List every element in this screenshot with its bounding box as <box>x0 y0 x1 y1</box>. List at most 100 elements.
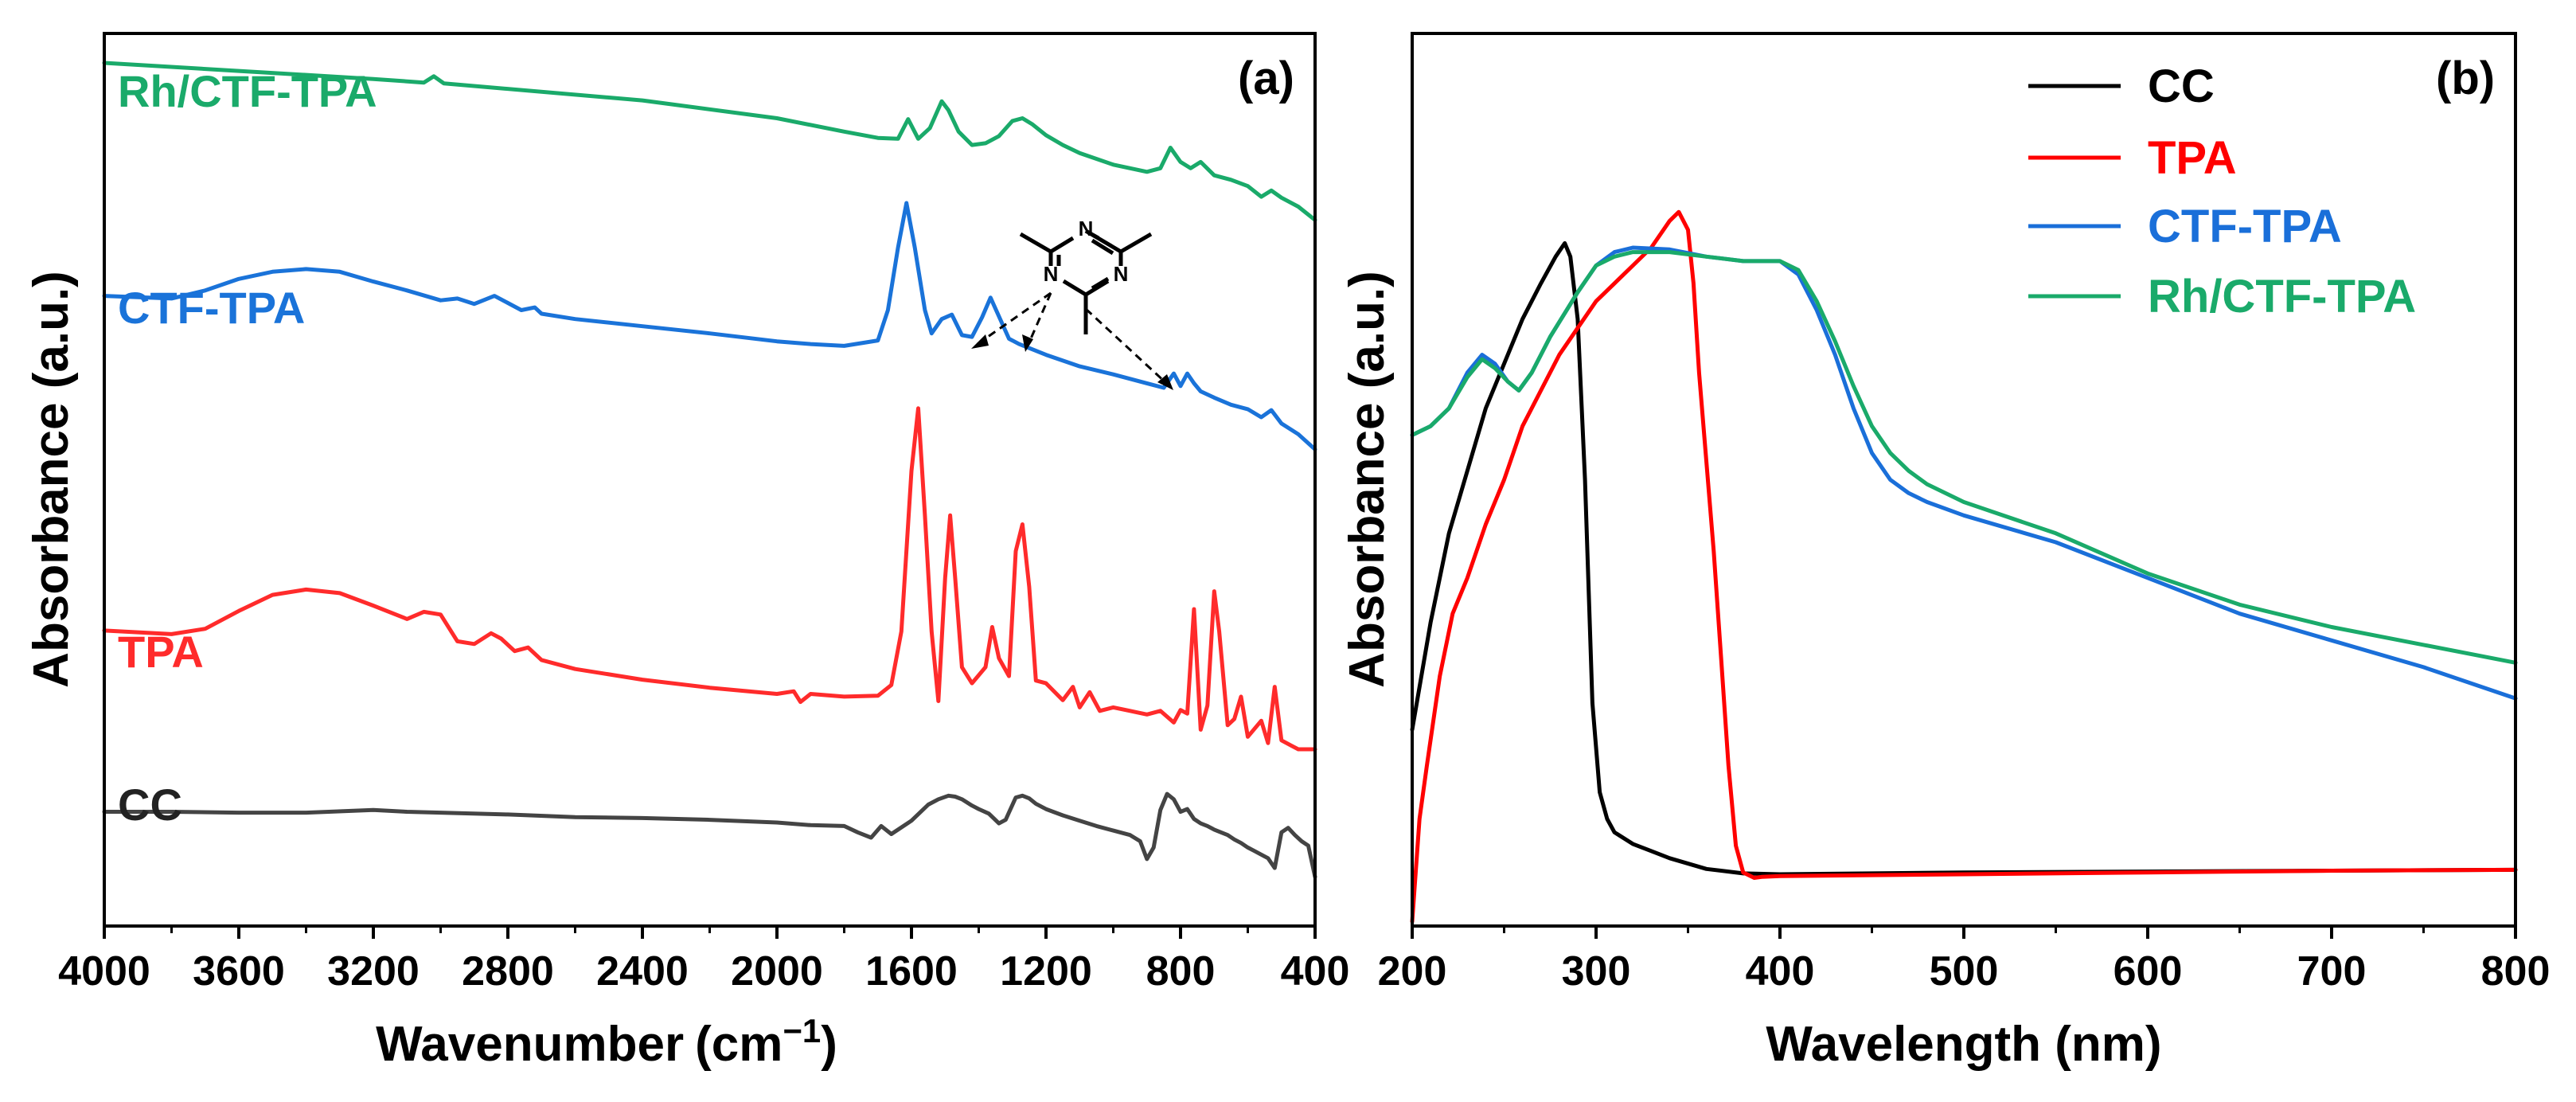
panel-a-point-cc <box>997 822 1001 826</box>
panel-a-point-ctf-tpa <box>1111 373 1115 377</box>
panel-b-point-rh-ctf-tpa <box>2238 603 2242 607</box>
triazine-bond <box>1049 236 1075 254</box>
panel-b-point-rh-ctf-tpa <box>1797 268 1801 272</box>
panel-b-point-rh-ctf-tpa <box>2422 643 2426 647</box>
panel-a-x-tick-label: 3600 <box>193 948 285 995</box>
panel-a-point-ctf-tpa <box>271 270 275 274</box>
panel-a-point-tpa <box>990 625 994 629</box>
panel-b-point-rh-ctf-tpa <box>1594 264 1598 268</box>
panel-a-point-cc <box>1259 853 1263 857</box>
panel-a-point-tpa <box>1145 713 1149 717</box>
panel-b-point-rh-ctf-tpa <box>1631 250 1635 254</box>
panel-a-point-rh-ctf-tpa <box>775 116 779 120</box>
triazine-bond <box>1062 279 1087 297</box>
panel-a-x-tick-label: 400 <box>1281 948 1350 995</box>
panel-b-point-rh-ctf-tpa <box>1815 299 1819 303</box>
panel-a-point-rh-ctf-tpa <box>928 126 932 130</box>
panel-b-point-tpa <box>1962 873 1966 877</box>
panel-b-point-rh-ctf-tpa <box>2330 625 2334 629</box>
panel-a-x-tick-label: 2400 <box>596 948 689 995</box>
panel-b-point-cc <box>1554 255 1558 259</box>
panel-a-point-tpa <box>472 642 476 646</box>
panel-a-point-cc <box>1279 830 1283 834</box>
panel-b-point-ctf-tpa <box>2146 576 2150 580</box>
panel-b-point-tpa <box>1438 674 1442 678</box>
panel-a-point-ctf-tpa <box>1172 372 1176 376</box>
panel-a-point-tpa <box>1087 690 1091 694</box>
panel-b-x-tick-label: 800 <box>2481 948 2551 995</box>
panel-a-point-tpa <box>930 630 934 634</box>
panel-b-point-tpa <box>1692 281 1696 285</box>
panel-a-point-tpa <box>422 610 426 614</box>
panel-a-x-tick-label: 2000 <box>731 948 823 995</box>
panel-a-point-cc <box>953 795 957 799</box>
panel-a-point-cc <box>1034 802 1038 806</box>
panel-b-point-tpa <box>1704 460 1708 464</box>
panel-b-point-tpa <box>1631 264 1635 268</box>
panel-b-point-cc <box>1649 849 1653 853</box>
methyl-bond <box>1119 232 1153 254</box>
panel-a-point-ctf-tpa <box>1229 403 1233 407</box>
panel-a-point-rh-ctf-tpa <box>1145 170 1149 174</box>
panel-a-point-ctf-tpa <box>1199 389 1203 393</box>
panel-a-point-tpa <box>1044 682 1048 686</box>
panel-a-point-cc <box>1253 849 1257 853</box>
panel-b-point-rh-ctf-tpa <box>1888 451 1892 455</box>
panel-a-point-tpa <box>1259 719 1263 723</box>
panel-a-y-axis-title: Absorbance (a.u.) <box>24 271 79 688</box>
panel-a-point-cc <box>1172 797 1176 801</box>
panel-a-point-tpa <box>372 604 376 608</box>
label-cc: CC <box>118 780 182 830</box>
panel-a-point-tpa <box>936 699 940 703</box>
panel-a-point-rh-ctf-tpa <box>1031 123 1035 127</box>
panel-a-point-rh-ctf-tpa <box>1169 146 1173 150</box>
panel-a-series-line-rh-ctf-tpa <box>102 61 1317 222</box>
panel-a-point-cc <box>880 824 884 828</box>
panel-b-point-rh-ctf-tpa <box>1466 375 1469 379</box>
panel-a-point-cc <box>237 811 241 815</box>
panel-a-point-cc <box>1004 818 1008 822</box>
panel-b-point-ctf-tpa <box>1852 406 1856 410</box>
triazine-bond <box>1084 279 1110 297</box>
label-rh-ctf-tpa: Rh/CTF-TPA <box>118 66 377 116</box>
panel-b-y-axis-title: Absorbance (a.u.) <box>1340 271 1395 688</box>
panel-b-x-axis-title: Wavelength (nm) <box>1766 1017 2161 1072</box>
panel-b-point-tpa <box>1734 844 1738 848</box>
panel-a-point-cc <box>1165 792 1169 796</box>
panel-a-point-ctf-tpa <box>1259 416 1263 420</box>
panel-b-frame <box>1411 32 2517 928</box>
panel-b-point-ctf-tpa <box>2238 612 2242 615</box>
panel-b-point-tpa <box>1418 817 1422 821</box>
panel-a-point-ctf-tpa <box>1017 342 1021 346</box>
panel-a-point-rh-ctf-tpa <box>1199 160 1203 164</box>
panel-a-series-group <box>102 61 1317 879</box>
panel-b-point-ctf-tpa <box>1833 353 1837 357</box>
panel-a-point-rh-ctf-tpa <box>940 100 944 104</box>
panel-a-point-rh-ctf-tpa <box>896 137 900 141</box>
panel-b-point-tpa <box>1711 549 1715 553</box>
panel-a-point-tpa <box>641 678 645 682</box>
panel-b-label: (b) <box>2436 53 2495 104</box>
panel-a-point-cc <box>987 811 991 815</box>
panel-b-point-tpa <box>1557 353 1561 357</box>
panel-a-point-rh-ctf-tpa <box>1010 119 1014 123</box>
panel-a-point-cc <box>1152 846 1156 850</box>
panel-a-point-cc <box>1246 846 1250 850</box>
panel-a-point-rh-ctf-tpa <box>957 130 961 134</box>
panel-a-point-cc <box>1192 817 1196 821</box>
panel-a-point-ctf-tpa <box>1078 365 1082 369</box>
panel-a-point-cc <box>1293 833 1297 837</box>
panel-a-point-rh-ctf-tpa <box>442 81 446 85</box>
panel-b-point-tpa <box>1697 371 1701 375</box>
panel-a-point-rh-ctf-tpa <box>1279 196 1283 200</box>
nitrogen-atom: N <box>1079 217 1094 240</box>
panel-b-point-tpa <box>1484 522 1488 526</box>
panel-b-point-tpa <box>1719 656 1723 660</box>
panel-a-point-tpa <box>1014 549 1018 553</box>
panel-b-legend: CC TPA CTF-TPA Rh/CTF-TPA <box>2028 61 2416 322</box>
panel-a-point-cc <box>842 824 846 828</box>
panel-a-x-tick-label: 1200 <box>1000 948 1092 995</box>
panel-a-point-rh-ctf-tpa <box>1044 133 1048 137</box>
panel-b-point-cc <box>1590 701 1594 705</box>
panel-a-point-tpa <box>237 609 241 613</box>
